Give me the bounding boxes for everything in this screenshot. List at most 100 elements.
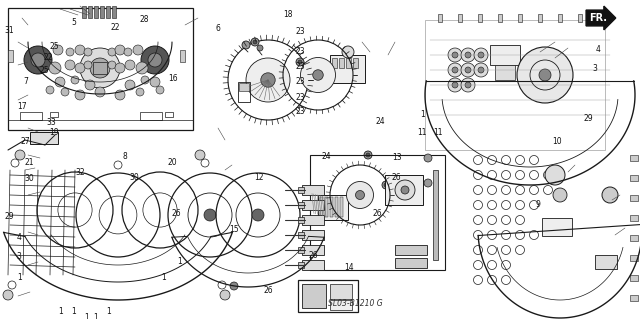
Circle shape (124, 48, 132, 56)
Circle shape (148, 53, 162, 67)
Circle shape (136, 88, 144, 96)
Text: 1: 1 (84, 313, 89, 319)
Bar (302, 185, 324, 195)
Circle shape (346, 182, 374, 209)
Circle shape (465, 67, 471, 73)
Bar (433, 170, 438, 260)
Circle shape (424, 154, 432, 162)
Circle shape (478, 67, 484, 73)
Circle shape (133, 45, 143, 55)
Bar (598, 14, 602, 22)
Circle shape (452, 67, 458, 73)
Text: 14: 14 (344, 263, 354, 272)
Text: 8: 8 (122, 152, 127, 161)
Circle shape (46, 86, 54, 94)
Text: 27: 27 (20, 137, 31, 146)
Text: 9: 9 (535, 200, 540, 209)
Text: 1: 1 (71, 307, 76, 315)
Text: 23: 23 (296, 63, 306, 71)
Bar (630, 175, 638, 181)
Bar (50, 112, 58, 117)
Text: 11: 11 (418, 128, 427, 137)
Text: 4: 4 (596, 45, 601, 54)
Circle shape (474, 48, 488, 62)
Text: 25: 25 (40, 66, 50, 75)
Bar (353, 58, 358, 68)
Bar (302, 230, 324, 240)
Text: 26: 26 (372, 209, 383, 218)
Circle shape (448, 78, 462, 92)
Bar (332, 58, 337, 68)
Text: 16: 16 (168, 74, 178, 83)
Text: 23: 23 (296, 47, 306, 56)
Bar (518, 14, 522, 22)
Circle shape (366, 153, 370, 157)
Bar (630, 275, 638, 281)
Bar (100, 6, 104, 18)
Circle shape (461, 63, 475, 77)
Bar (339, 58, 344, 68)
Circle shape (517, 47, 573, 103)
Circle shape (251, 38, 259, 46)
Text: 33: 33 (46, 118, 56, 127)
Bar (395, 258, 427, 268)
Bar (458, 14, 462, 22)
Circle shape (49, 62, 61, 74)
Bar (325, 197, 328, 217)
Circle shape (465, 52, 471, 58)
Circle shape (545, 165, 565, 185)
Bar (180, 50, 185, 62)
Circle shape (452, 82, 458, 88)
Text: 5: 5 (71, 18, 76, 27)
Text: 1: 1 (161, 273, 166, 282)
Bar (30, 132, 58, 144)
Circle shape (108, 48, 116, 56)
Text: 6: 6 (215, 24, 220, 33)
Bar (8, 8, 193, 130)
Circle shape (136, 62, 148, 74)
Circle shape (61, 88, 69, 96)
Bar (578, 14, 582, 22)
Circle shape (252, 209, 264, 221)
Bar (310, 155, 445, 270)
Text: 7: 7 (23, 77, 28, 86)
Text: 29: 29 (4, 212, 15, 221)
Text: 1: 1 (17, 273, 22, 282)
Circle shape (80, 48, 120, 88)
Text: 26: 26 (171, 209, 181, 218)
Bar (302, 284, 326, 308)
Bar (320, 197, 323, 217)
Bar (112, 6, 116, 18)
Bar (558, 14, 562, 22)
Bar (630, 255, 638, 261)
Text: 24: 24 (376, 117, 386, 126)
Circle shape (66, 48, 74, 56)
Bar (385, 175, 423, 205)
Circle shape (75, 63, 85, 73)
Bar (88, 6, 92, 18)
Bar (20, 112, 42, 120)
Bar (438, 14, 442, 22)
Text: 23: 23 (296, 77, 306, 86)
Circle shape (3, 290, 13, 300)
Circle shape (195, 150, 205, 160)
Text: 23: 23 (296, 27, 306, 36)
Bar (538, 14, 542, 22)
Bar (630, 215, 638, 221)
Circle shape (539, 69, 551, 81)
Bar (630, 295, 638, 301)
Circle shape (452, 52, 458, 58)
Text: 20: 20 (168, 158, 178, 167)
Bar (8, 50, 13, 62)
Circle shape (553, 188, 567, 202)
Text: 1: 1 (177, 257, 182, 266)
Circle shape (465, 82, 471, 88)
Circle shape (478, 52, 484, 58)
Text: 17: 17 (17, 102, 28, 111)
Circle shape (384, 183, 388, 187)
Bar (298, 262, 304, 268)
Bar (330, 55, 365, 83)
Bar (346, 58, 351, 68)
Text: 22: 22 (111, 23, 120, 32)
Text: 28: 28 (140, 15, 148, 24)
